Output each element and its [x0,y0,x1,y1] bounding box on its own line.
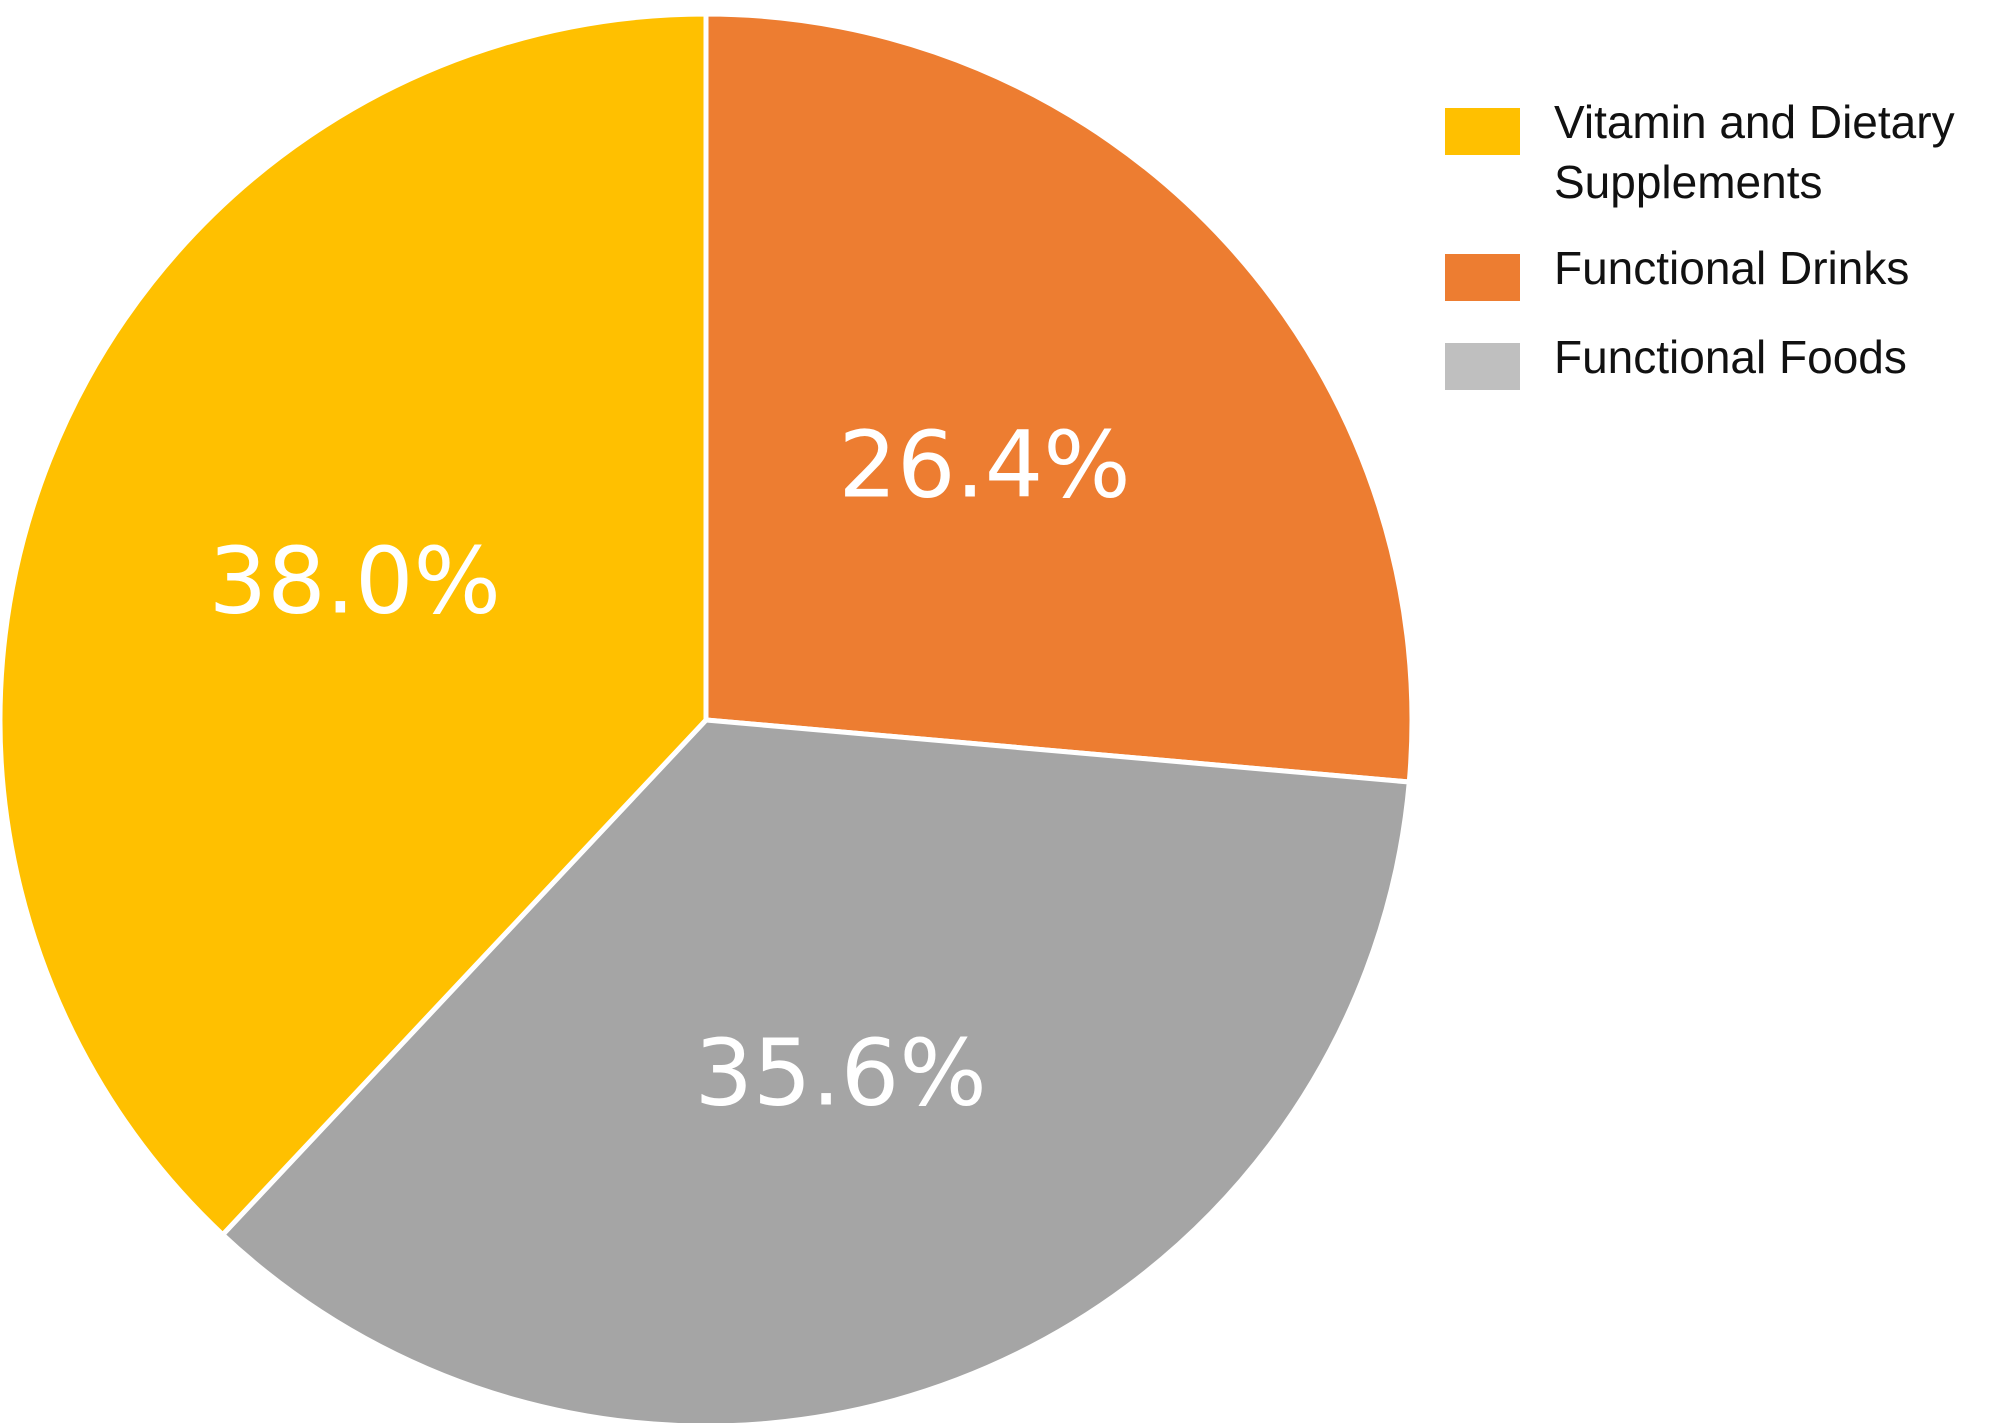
legend-label: Functional Foods [1554,331,1907,383]
pie-slice-vitamin-and-dietary-supplements [0,11,709,1238]
legend-item-functional-drinks: Functional Drinks [1445,238,1985,301]
legend-swatch [1445,343,1520,390]
slice-value-label-functional-drinks: 26.4% [838,411,1130,518]
legend-swatch [1445,254,1520,301]
legend-item-functional-foods: Functional Foods [1445,327,1985,390]
pie-slice-functional-drinks [703,11,1415,785]
slice-value-label-functional-foods: 35.6% [694,1019,986,1126]
pie-chart: 26.4% 35.6% 38.0% [0,11,1415,1423]
legend-label: Functional Drinks [1554,242,1910,294]
legend-label: Vitamin and Dietary Supplements [1554,96,1955,208]
pie-slice-functional-foods [220,717,1412,1423]
legend-item-vitamin-supplements: Vitamin and Dietary Supplements [1445,92,1985,212]
slice-value-label-vitamin-and-dietary-supplements: 38.0% [209,527,501,634]
chart-legend: Vitamin and Dietary Supplements Function… [1445,92,1985,416]
legend-swatch [1445,108,1520,155]
